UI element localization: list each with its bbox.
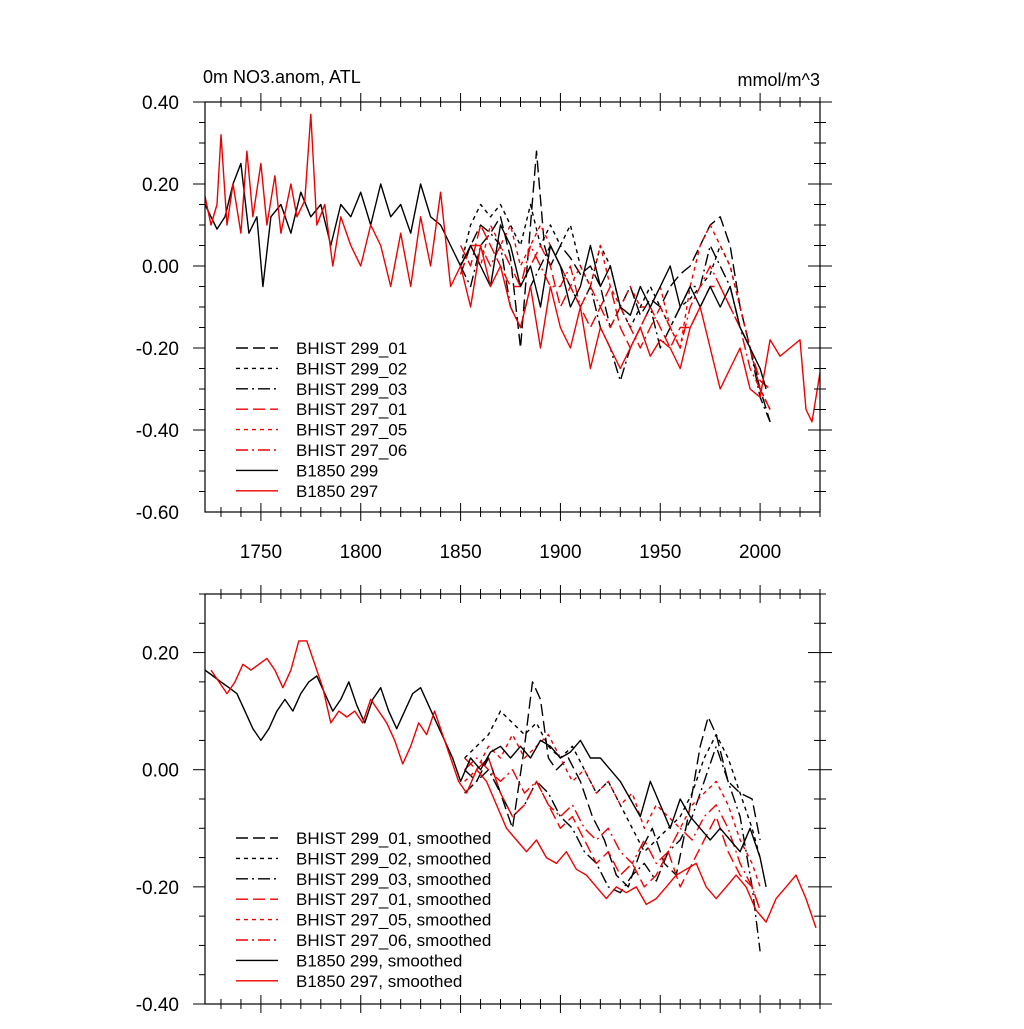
legend-label: BHIST 299_01, smoothed: [296, 829, 491, 848]
legend-label: BHIST 297_05: [296, 421, 407, 440]
legend-label: B1850 299, smoothed: [296, 951, 462, 970]
series-line-bhist-299-03-smoothed: [464, 745, 761, 952]
y-tick-label: -0.20: [136, 339, 179, 360]
y-tick-label: 0.40: [142, 93, 179, 114]
y-tick-label: -0.60: [136, 503, 179, 524]
series-line-b1850-297-smoothed: [210, 640, 817, 929]
legend-label: BHIST 299_02, smoothed: [296, 849, 491, 868]
legend-label: B1850 297: [296, 482, 378, 501]
series-line-bhist-297-01-smoothed: [464, 757, 761, 911]
legend-label: B1850 299: [296, 461, 378, 480]
legend-label: BHIST 299_01: [296, 339, 407, 358]
series-line-b1850-297: [205, 113, 820, 423]
series-line-bhist-297-06-smoothed: [464, 757, 761, 911]
series-line-bhist-299-02: [459, 203, 771, 410]
legend-label: BHIST 299_02: [296, 359, 407, 378]
x-tick-label: 1750: [240, 542, 282, 563]
y-tick-label: -0.40: [136, 995, 179, 1016]
y-tick-label: 0.00: [142, 257, 179, 278]
y-tick-label: 0.00: [142, 761, 179, 782]
y-tick-label: -0.40: [136, 421, 179, 442]
legend-label: BHIST 299_03: [296, 380, 407, 399]
series-group: [205, 113, 820, 423]
series-line-b1850-299-smoothed: [205, 669, 767, 888]
legend-label: BHIST 297_06, smoothed: [296, 931, 491, 950]
x-tick-label: 1850: [439, 542, 481, 563]
y-tick-label: 0.20: [142, 644, 179, 665]
legend-label: BHIST 297_01: [296, 400, 407, 419]
x-tick-label: 1950: [639, 542, 681, 563]
x-tick-label: 2000: [739, 542, 781, 563]
y-tick-label: 0.20: [142, 175, 179, 196]
panel-title: 0m NO3.anom, ATL: [203, 67, 361, 87]
series-line-bhist-299-03: [459, 232, 771, 423]
legend-label: BHIST 297_05, smoothed: [296, 911, 491, 930]
units-label: mmol/m^3: [738, 70, 820, 90]
legend-label: BHIST 297_01, smoothed: [296, 890, 491, 909]
x-tick-label: 1900: [539, 542, 581, 563]
top-panel: 1750 1800 1850 1900 1950 2000 0.40 0.20 0.00 -0.2…: [136, 93, 832, 563]
bottom-panel: 0.20 0.00 -0.20 -0.40 BHIST 299_01, smoothed…: [136, 585, 832, 1016]
legend-label: BHIST 299_03, smoothed: [296, 870, 491, 889]
series-line-b1850-299: [205, 162, 767, 390]
series-line-bhist-299-01-smoothed: [464, 681, 761, 888]
x-tick-label: 1800: [340, 542, 382, 563]
series-line-bhist-297-06: [459, 244, 771, 410]
series-line-bhist-297-05: [459, 224, 771, 410]
legend-label: BHIST 297_06: [296, 441, 407, 460]
legend-label: B1850 297, smoothed: [296, 972, 462, 991]
y-tick-label: -0.20: [136, 878, 179, 899]
series-line-bhist-297-05-smoothed: [464, 733, 761, 888]
series-group: [205, 640, 817, 952]
